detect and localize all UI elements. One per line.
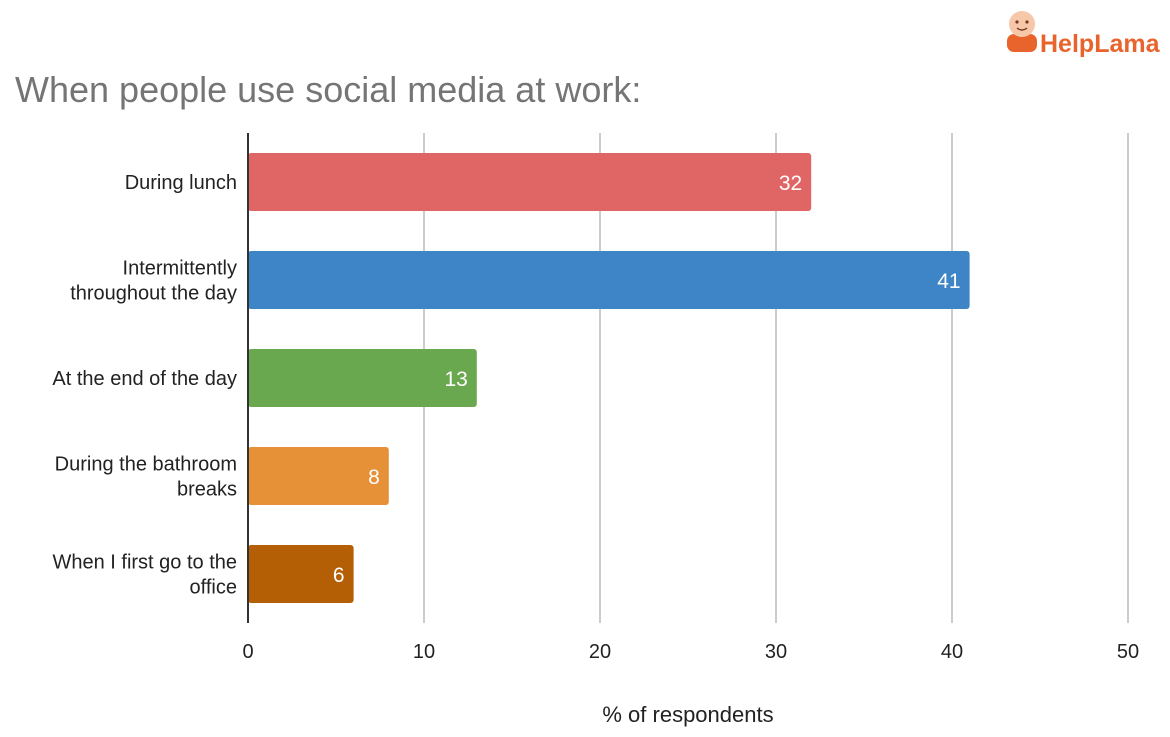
bar — [248, 251, 970, 309]
x-axis-ticks: 0 10 20 30 40 50 — [242, 641, 1139, 663]
logo-text-lama: Lama — [1094, 30, 1160, 58]
bars: 32 41 13 8 6 — [248, 153, 970, 603]
x-tick-label: 10 — [413, 641, 435, 663]
bar-value-label: 6 — [333, 564, 345, 587]
category-labels: During lunch Intermittently throughout the… — [52, 172, 237, 599]
category-label: Intermittently — [123, 258, 237, 280]
category-label: office — [190, 577, 237, 599]
category-label: During the bathroom — [55, 454, 237, 476]
bar-value-label: 41 — [937, 270, 960, 293]
x-tick-label: 20 — [589, 641, 611, 663]
bar — [248, 447, 389, 505]
monk-mascot-icon — [1007, 11, 1037, 52]
logo: HelpLama — [1007, 11, 1161, 58]
bar — [248, 153, 812, 211]
bar — [248, 349, 477, 407]
category-label: At the end of the day — [52, 368, 237, 390]
x-tick-label: 40 — [941, 641, 963, 663]
x-axis-title: % of respondents — [602, 702, 773, 727]
bar-value-label: 32 — [779, 172, 802, 195]
x-tick-label: 0 — [242, 641, 253, 663]
bar-value-label: 13 — [444, 368, 467, 391]
x-tick-label: 30 — [765, 641, 787, 663]
bar — [248, 545, 354, 603]
logo-text-help: Help — [1040, 30, 1094, 58]
svg-text:HelpLama: HelpLama — [1040, 30, 1161, 58]
category-label: breaks — [177, 479, 237, 501]
bar-value-label: 8 — [368, 466, 380, 489]
chart-title: When people use social media at work: — [15, 69, 641, 110]
x-tick-label: 50 — [1117, 641, 1139, 663]
category-label: During lunch — [125, 172, 237, 194]
category-label: When I first go to the — [52, 552, 237, 574]
category-label: throughout the day — [70, 283, 237, 305]
